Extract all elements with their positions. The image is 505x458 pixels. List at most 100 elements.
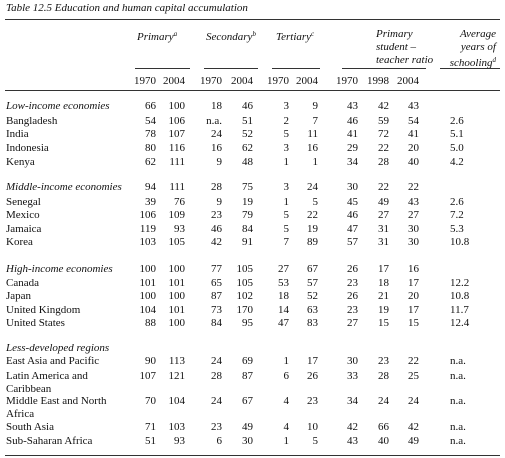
cell: 15 xyxy=(378,317,389,329)
cell: 70 xyxy=(145,395,156,407)
row-label: Middle East and North Africa xyxy=(6,395,107,420)
cell: 107 xyxy=(168,128,186,140)
cell: 4.2 xyxy=(450,156,464,168)
cell: 16 xyxy=(307,142,318,154)
cell: 5.3 xyxy=(450,223,464,235)
cell: 7 xyxy=(283,236,290,248)
cell: 28 xyxy=(211,181,222,193)
cell: 105 xyxy=(168,236,186,248)
column-header-text: schooling xyxy=(449,57,493,69)
cell: 23 xyxy=(347,277,358,289)
cell: 67 xyxy=(242,395,253,407)
cell: 17 xyxy=(408,304,419,316)
cell: 69 xyxy=(242,355,253,367)
cell: 88 xyxy=(145,317,156,329)
cell: 30 xyxy=(347,181,358,193)
row-label: Jamaica xyxy=(6,223,42,235)
cell: 5 xyxy=(283,223,290,235)
cell: 2.6 xyxy=(450,115,464,127)
cell: 39 xyxy=(145,196,156,208)
cell: 46 xyxy=(242,100,253,112)
cell: 1970 xyxy=(134,75,156,87)
column-header: Primarya xyxy=(137,28,177,44)
cell: 1970 xyxy=(200,75,222,87)
group-header: Middle-income economies xyxy=(6,181,122,193)
cell: 2004 xyxy=(296,75,318,87)
cell: 84 xyxy=(242,223,253,235)
cell: 24 xyxy=(408,395,419,407)
cell: 109 xyxy=(168,209,186,221)
row-label: Latin America and Caribbean xyxy=(6,370,88,395)
row-label: Mexico xyxy=(6,209,40,221)
cell: 5 xyxy=(283,209,290,221)
cell: 22 xyxy=(408,355,419,367)
cell: 16 xyxy=(408,263,419,275)
cell: 51 xyxy=(145,435,156,447)
cell: 87 xyxy=(242,370,253,382)
cell: 87 xyxy=(211,290,222,302)
cell: 24 xyxy=(211,128,222,140)
row-label: United Kingdom xyxy=(6,304,81,316)
cell: 30 xyxy=(242,435,253,447)
cell: 73 xyxy=(211,304,222,316)
table-title: Table 12.5 Education and human capital a… xyxy=(6,2,248,14)
cell: n.a. xyxy=(450,395,466,407)
cell: 27 xyxy=(378,209,389,221)
cell: 30 xyxy=(408,236,419,248)
cell: 75 xyxy=(242,181,253,193)
cell: 43 xyxy=(408,196,419,208)
row-label: Canada xyxy=(6,277,39,289)
cell: 3 xyxy=(283,100,290,112)
row-label: Senegal xyxy=(6,196,41,208)
cell: 1 xyxy=(283,355,290,367)
cell: 103 xyxy=(168,421,186,433)
cell: 1970 xyxy=(336,75,358,87)
cell: 106 xyxy=(168,115,186,127)
cell: 40 xyxy=(408,156,419,168)
cell: 103 xyxy=(139,236,157,248)
cell: 2004 xyxy=(163,75,185,87)
cell: 18 xyxy=(211,100,222,112)
cell: 116 xyxy=(168,142,185,154)
group-header: Low-income economies xyxy=(6,100,110,112)
cell: 23 xyxy=(307,395,318,407)
cell: 18 xyxy=(378,277,389,289)
cell: 3 xyxy=(283,142,290,154)
cell: 5 xyxy=(283,128,290,140)
column-header-text: Secondary xyxy=(206,31,253,43)
cell: 1 xyxy=(283,196,290,208)
row-label: Sub-Saharan Africa xyxy=(6,435,93,447)
cell: 93 xyxy=(174,435,185,447)
column-header-text: Average xyxy=(459,28,496,40)
cell: 102 xyxy=(236,290,254,302)
cell: 18 xyxy=(278,290,289,302)
cell: 12.4 xyxy=(450,317,470,329)
cell: 7 xyxy=(312,115,319,127)
rule xyxy=(5,90,500,91)
cell: 27 xyxy=(347,317,358,329)
cell: n.a. xyxy=(450,370,466,382)
cell: 27 xyxy=(278,263,289,275)
cell: 23 xyxy=(378,355,389,367)
cell: 6 xyxy=(216,435,223,447)
column-header-text: student – xyxy=(376,41,417,53)
column-header: Average xyxy=(460,28,496,41)
header-rule xyxy=(135,68,190,69)
column-header-text: teacher ratio xyxy=(376,54,434,66)
cell: 76 xyxy=(174,196,185,208)
cell: 17 xyxy=(408,277,419,289)
cell: 43 xyxy=(347,435,358,447)
rule xyxy=(5,455,500,456)
cell: 26 xyxy=(347,263,358,275)
cell: 10.8 xyxy=(450,236,470,248)
cell: 43 xyxy=(347,100,358,112)
column-header-text: Tertiary xyxy=(276,31,312,43)
cell: 11.7 xyxy=(450,304,469,316)
cell: n.a. xyxy=(206,115,222,127)
row-label: East Asia and Pacific xyxy=(6,355,100,367)
row-label: Bangladesh xyxy=(6,115,58,127)
cell: 21 xyxy=(378,290,389,302)
cell: 22 xyxy=(378,142,389,154)
cell: 5.0 xyxy=(450,142,464,154)
cell: 2 xyxy=(283,115,290,127)
